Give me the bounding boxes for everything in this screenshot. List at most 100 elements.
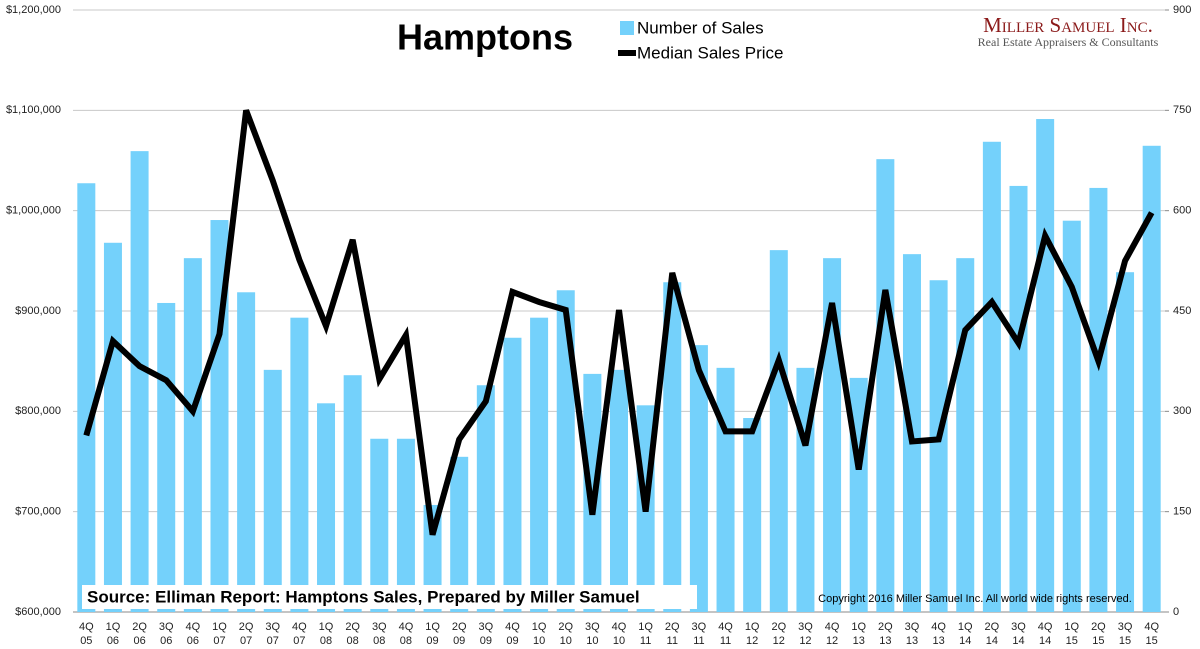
x-tick-label: 1Q — [212, 621, 227, 633]
y2-tick-label: 600 — [1173, 205, 1191, 217]
bar — [450, 456, 469, 612]
x-tick-label: 1Q — [745, 621, 760, 633]
y2-tick-label: 150 — [1173, 506, 1191, 518]
x-tick-label: 13 — [906, 635, 918, 647]
bar — [1142, 145, 1161, 613]
x-tick-label: 10 — [613, 635, 625, 647]
x-tick-label: 14 — [1039, 635, 1051, 647]
x-tick-label: 14 — [1012, 635, 1024, 647]
x-tick-label: 05 — [80, 635, 92, 647]
x-tick-label: 4Q — [79, 621, 94, 633]
x-tick-label: 3Q — [478, 621, 493, 633]
x-tick-label: 2Q — [345, 621, 360, 633]
x-tick-label: 2Q — [452, 621, 467, 633]
y2-tick-label: 0 — [1173, 606, 1179, 618]
bar — [530, 317, 549, 612]
x-tick-label: 1Q — [319, 621, 334, 633]
x-tick-label: 3Q — [692, 621, 707, 633]
y-tick-label: $1,000,000 — [6, 205, 61, 217]
source: Source: Elliman Report: Hamptons Sales, … — [87, 587, 640, 606]
x-tick-label: 07 — [293, 635, 305, 647]
bar — [396, 438, 415, 612]
bar — [716, 367, 735, 612]
bar — [743, 418, 762, 612]
labels: $600,000 $700,000 $800,000 $900,000 $1,000,0… — [6, 4, 1191, 647]
source-box — [82, 585, 697, 609]
line — [83, 109, 1155, 536]
x-tick-label: 07 — [240, 635, 252, 647]
x-tick-label: 15 — [1146, 635, 1158, 647]
bar — [929, 280, 948, 612]
bar — [77, 183, 96, 612]
x-tick-label: 10 — [560, 635, 572, 647]
chart-title: Hamptons — [397, 17, 573, 58]
x-tick-label: 2Q — [1091, 621, 1106, 633]
x-tick-label: 12 — [826, 635, 838, 647]
x-tick-label: 4Q — [612, 621, 627, 633]
bar — [157, 302, 176, 612]
legend-entry: Number of Sales — [637, 18, 764, 37]
line-layer — [83, 109, 1155, 536]
bar — [370, 438, 389, 612]
x-tick-label: 3Q — [159, 621, 174, 633]
bar — [610, 369, 628, 612]
x-tick-label: 08 — [320, 635, 332, 647]
x-tick-label: 1Q — [106, 621, 121, 633]
bar — [103, 242, 122, 613]
x-tick-label: 4Q — [399, 621, 414, 633]
bar — [343, 375, 362, 612]
y2-tick-label: 750 — [1173, 104, 1191, 116]
x-tick-label: 15 — [1119, 635, 1131, 647]
x-tick-label: 2Q — [665, 621, 680, 633]
x-tick-label: 1Q — [532, 621, 547, 633]
x-tick-label: 13 — [932, 635, 944, 647]
x-tick-label: 1Q — [1064, 621, 1079, 633]
x-tick-label: 11 — [693, 635, 704, 647]
y-tick-label: $700,000 — [15, 506, 61, 518]
y2-tick-label: 300 — [1173, 405, 1191, 417]
x-tick-label: 2Q — [132, 621, 147, 633]
x-tick-label: 2Q — [771, 621, 786, 633]
bar — [130, 151, 149, 612]
bar — [689, 345, 708, 612]
x-tick-label: 10 — [586, 635, 598, 647]
bar — [503, 337, 522, 612]
x-tick-label: 11 — [667, 635, 678, 647]
bar — [876, 159, 895, 612]
brand: Miller Samuel Inc. — [983, 13, 1153, 37]
bar — [769, 250, 788, 612]
bar — [556, 290, 575, 612]
x-tick-label: 4Q — [718, 621, 733, 633]
x-tick-label: 3Q — [1011, 621, 1026, 633]
x-tick-label: 10 — [533, 635, 545, 647]
legend-swatch — [620, 21, 634, 35]
x-tick-label: 2Q — [878, 621, 893, 633]
x-tick-label: 2Q — [558, 621, 573, 633]
x-tick-label: 12 — [773, 635, 785, 647]
x-tick-label: 11 — [640, 635, 651, 647]
x-tick-label: 06 — [133, 635, 145, 647]
x-tick-label: 1Q — [638, 621, 653, 633]
y2-tick-label: 450 — [1173, 305, 1191, 317]
legend-entry: Median Sales Price — [637, 43, 783, 62]
x-tick-label: 15 — [1092, 635, 1104, 647]
x-tick-label: 4Q — [825, 621, 840, 633]
y2-tick-label: 900 — [1173, 4, 1191, 16]
x-tick-label: 08 — [373, 635, 385, 647]
bar — [1062, 220, 1081, 612]
x-tick-label: 3Q — [905, 621, 920, 633]
x-tick-label: 2Q — [239, 621, 254, 633]
x-tick-label: 4Q — [1038, 621, 1053, 633]
x-tick-label: 14 — [959, 635, 971, 647]
bars — [77, 119, 1161, 613]
x-tick-label: 3Q — [798, 621, 813, 633]
copyright: Copyright 2016 Miller Samuel Inc. All wo… — [818, 593, 1132, 605]
x-tick-label: 07 — [213, 635, 225, 647]
x-tick-label: 07 — [267, 635, 279, 647]
x-tick-label: 1Q — [851, 621, 866, 633]
bar — [956, 258, 975, 612]
x-tick-label: 4Q — [1144, 621, 1159, 633]
x-tick-label: 1Q — [958, 621, 973, 633]
x-tick-label: 09 — [453, 635, 465, 647]
